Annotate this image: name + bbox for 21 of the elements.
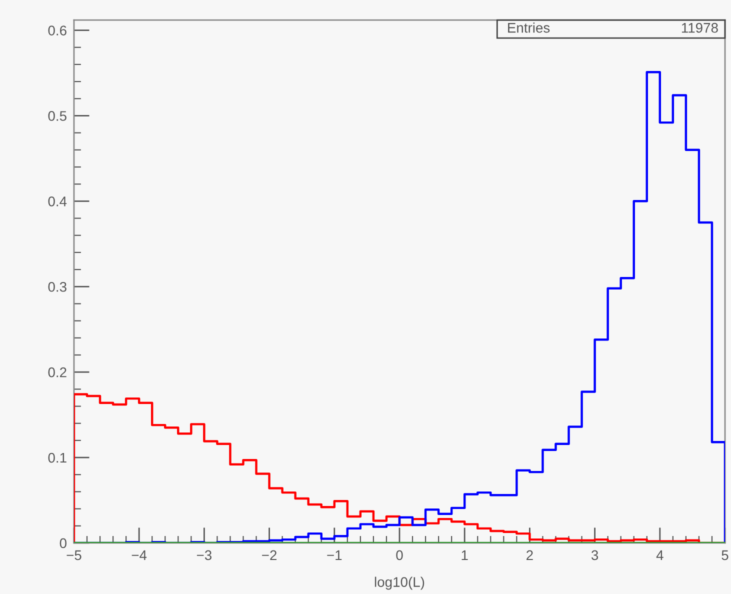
x-tick-label: 4 xyxy=(656,550,664,560)
x-tick-label: 1 xyxy=(462,550,468,560)
x-tick-label: −2 xyxy=(262,550,277,560)
y-tick-label: 0.4 xyxy=(48,196,67,206)
y-tick-label: 0.2 xyxy=(48,367,66,378)
y-tick-label: 0.3 xyxy=(48,282,66,292)
x-tick-label: 0 xyxy=(396,550,403,560)
x-tick-label: −5 xyxy=(66,550,82,560)
x-tick-label: −4 xyxy=(132,550,147,560)
x-tick-label: 5 xyxy=(722,550,728,560)
annotation: 11978 xyxy=(682,22,718,33)
y-tick-label: 0 xyxy=(60,538,66,548)
x-tick-label: 2 xyxy=(526,550,533,560)
x-tick-label: 3 xyxy=(591,550,598,560)
x-axis-title: log10(L) xyxy=(374,576,424,590)
y-tick-label: 0.6 xyxy=(48,26,66,36)
y-tick-label: 0.1 xyxy=(48,452,66,463)
x-tick-label: −1 xyxy=(327,550,342,560)
x-tick-label: −3 xyxy=(196,550,212,560)
y-tick-label: 0.5 xyxy=(48,111,66,121)
annotation: Entries xyxy=(508,22,550,33)
